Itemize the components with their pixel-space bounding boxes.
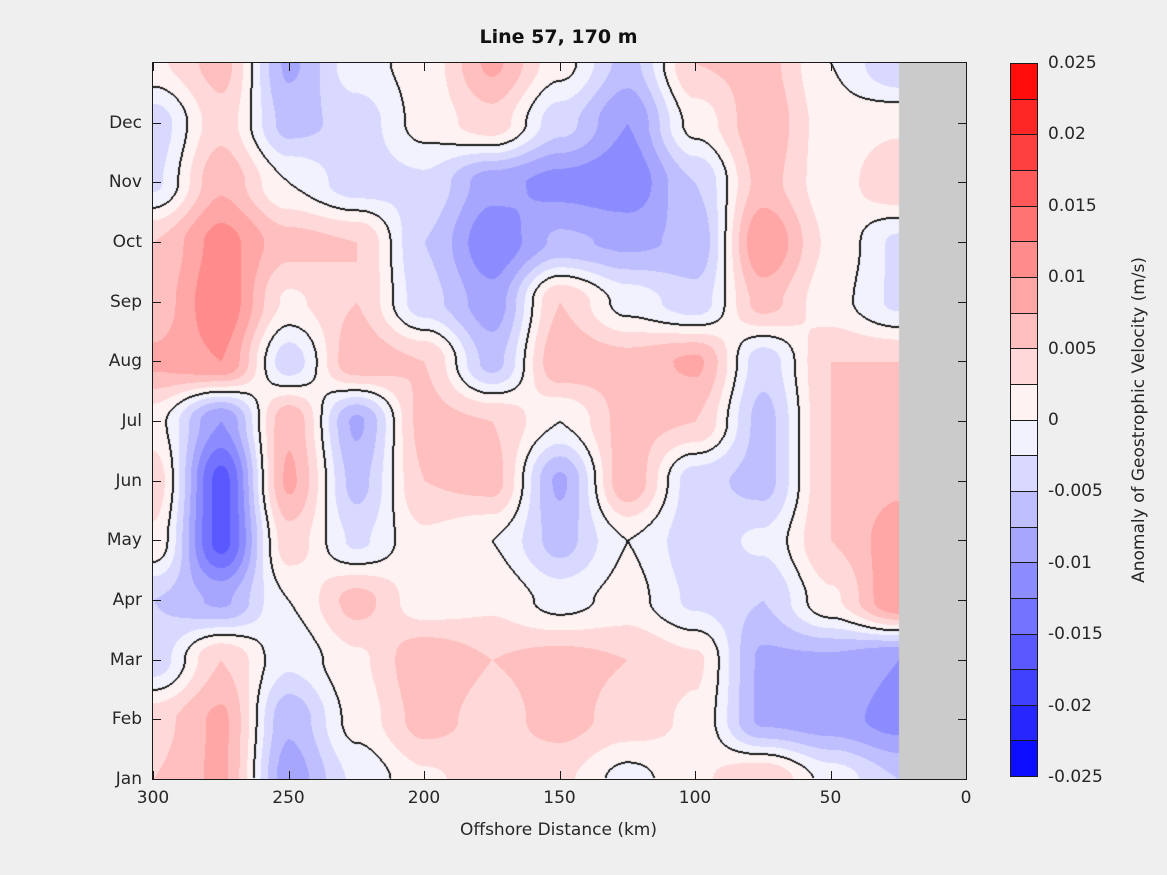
- axis-tick: [559, 771, 561, 779]
- axis-tick: [958, 719, 966, 721]
- y-tick-label: Dec: [109, 112, 142, 133]
- axis-tick: [958, 361, 966, 363]
- colorbar-segment: [1010, 169, 1038, 207]
- colorbar-segment: [1010, 98, 1038, 136]
- y-tick-label: Jan: [115, 769, 142, 789]
- y-tick-label: Oct: [112, 232, 142, 252]
- y-tick-label: Mar: [109, 649, 142, 670]
- axis-tick: [958, 600, 966, 601]
- axis-tick: [958, 540, 966, 542]
- y-tick-label: Jun: [115, 470, 142, 491]
- axis-tick: [153, 301, 161, 303]
- axis-tick: [958, 301, 966, 303]
- axis-tick: [695, 771, 696, 779]
- axis-tick: [958, 242, 966, 243]
- colorbar-segment: [1010, 134, 1038, 171]
- x-tick-label: 300: [136, 788, 170, 808]
- y-tick-label: Apr: [112, 590, 142, 610]
- colorbar-tick-label: 0.01: [1048, 267, 1086, 288]
- axis-tick: [958, 779, 966, 780]
- axis-tick: [153, 659, 161, 661]
- colorbar-segment: [1010, 490, 1038, 528]
- y-tick-label: Sep: [109, 291, 142, 312]
- colorbar-tick-label: -0.02: [1048, 695, 1092, 716]
- colorbar-segment: [1010, 597, 1038, 635]
- colorbar-tick-label: -0.005: [1048, 481, 1103, 502]
- axis-tick: [153, 242, 161, 243]
- colorbar-segment: [1010, 348, 1038, 385]
- y-tick-label: Nov: [108, 172, 142, 193]
- colorbar: [1010, 63, 1038, 778]
- colorbar-tick-label: 0.02: [1048, 124, 1086, 145]
- y-tick-label: May: [106, 530, 142, 551]
- colorbar-segment: [1010, 383, 1038, 421]
- axis-tick: [424, 63, 425, 71]
- colorbar-segment: [1010, 740, 1038, 778]
- y-tick-label: Aug: [108, 351, 142, 372]
- colorbar-tick-label: -0.015: [1048, 624, 1103, 645]
- colorbar-segment: [1010, 419, 1038, 457]
- axis-tick: [288, 63, 290, 71]
- colorbar-tick-label: 0.015: [1048, 195, 1097, 216]
- colorbar-tick-label: 0: [1048, 410, 1059, 430]
- axis-tick: [153, 779, 161, 780]
- axis-tick: [958, 182, 966, 184]
- colorbar-segment: [1010, 669, 1038, 706]
- x-tick-label: 250: [272, 788, 305, 808]
- colorbar-segment: [1010, 562, 1038, 599]
- colorbar-tick-label: 0.025: [1048, 53, 1097, 73]
- axis-tick: [958, 659, 966, 661]
- plot-area: [152, 62, 967, 780]
- colorbar-tick-label: 0.005: [1048, 338, 1097, 359]
- axis-tick: [153, 540, 161, 542]
- axis-tick: [153, 182, 161, 184]
- x-tick-label: 0: [960, 788, 972, 808]
- colorbar-segment: [1010, 205, 1038, 243]
- colorbar-segment: [1010, 633, 1038, 671]
- y-tick-label: Jul: [121, 411, 142, 431]
- axis-tick: [958, 421, 966, 422]
- axis-tick: [559, 63, 561, 71]
- axis-tick: [153, 421, 161, 422]
- axis-tick: [958, 122, 966, 124]
- x-tick-label: 150: [543, 788, 576, 808]
- colorbar-segment: [1010, 704, 1038, 742]
- colorbar-segment: [1010, 63, 1038, 100]
- axis-tick: [830, 63, 832, 71]
- axis-tick: [966, 771, 967, 779]
- axis-tick: [695, 63, 696, 71]
- axis-tick: [424, 771, 425, 779]
- colorbar-segment: [1010, 526, 1038, 564]
- x-tick-label: 50: [819, 788, 842, 808]
- axis-tick: [153, 771, 154, 779]
- axis-tick: [153, 63, 154, 71]
- colorbar-tick-label: -0.025: [1048, 767, 1103, 787]
- axis-tick: [153, 122, 161, 124]
- colorbar-tick-label: -0.01: [1048, 552, 1092, 573]
- y-tick-label: Feb: [111, 709, 142, 730]
- axis-tick: [966, 63, 967, 71]
- x-tick-label: 200: [407, 788, 441, 808]
- x-tick-label: 100: [678, 788, 712, 808]
- x-axis-label: Offshore Distance (km): [459, 820, 657, 840]
- contour-field-canvas: [153, 63, 966, 779]
- colorbar-segment: [1010, 241, 1038, 278]
- colorbar-segment: [1010, 276, 1038, 314]
- axis-tick: [153, 361, 161, 363]
- axis-tick: [153, 719, 161, 721]
- axis-tick: [153, 600, 161, 601]
- colorbar-axis-label: Anomaly of Geostrophic Velocity (m/s): [1129, 257, 1149, 583]
- axis-tick: [153, 480, 161, 482]
- page-title: Line 57, 170 m: [479, 26, 638, 48]
- axis-tick: [958, 480, 966, 482]
- colorbar-segment: [1010, 455, 1038, 492]
- axis-tick: [288, 771, 290, 779]
- axis-tick: [830, 771, 832, 779]
- colorbar-segment: [1010, 312, 1038, 350]
